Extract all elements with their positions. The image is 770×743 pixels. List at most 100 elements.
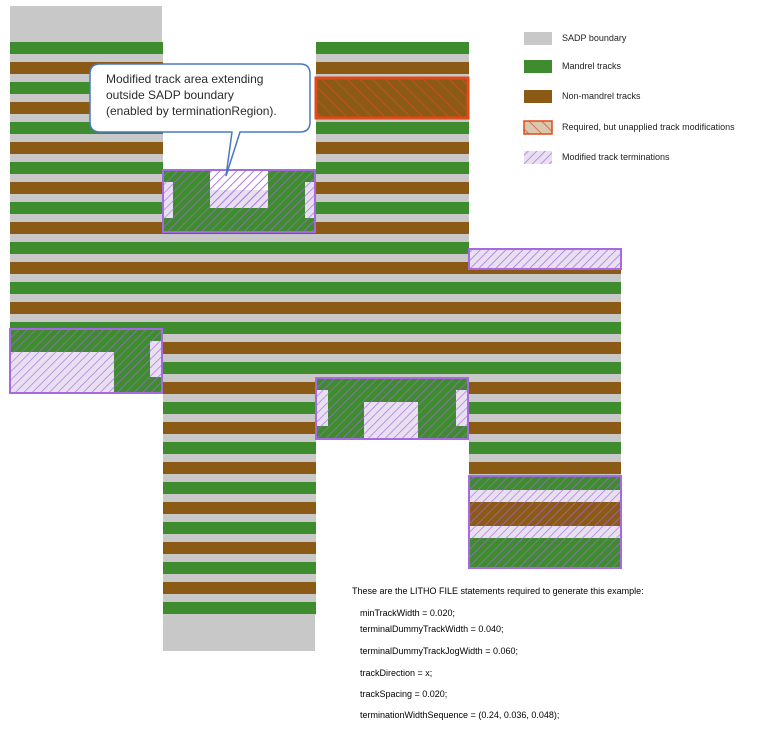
legend-swatch-termination [524,151,552,164]
track-gap [163,574,316,582]
track-gap [10,74,163,82]
track-gap [316,154,469,162]
non-mandrel-track [163,502,316,514]
mandrel-track [469,442,621,454]
track-gap [163,394,316,402]
mandrel-track [10,249,621,254]
callout-line-3: (enabled by terminationRegion). [106,104,277,118]
track-gap [469,434,621,442]
callout-text: Modified track area extending outside SA… [106,71,306,119]
track-gap [469,454,621,462]
termination-region-c [9,328,163,394]
non-mandrel-track [316,62,469,74]
track-gap [10,114,163,122]
termination-region-d [315,377,469,440]
track-gap [163,554,316,562]
litho-statement-4: trackDirection = x; [360,668,433,678]
legend-swatch-nonmandrel [524,90,552,103]
non-mandrel-track [163,342,621,354]
mandrel-track [10,162,163,170]
track-gap [163,534,316,542]
mandrel-track [163,522,316,534]
termination-region-a [162,169,316,233]
mandrel-track [10,242,469,249]
callout-bubble [89,63,311,177]
track-gap [163,514,316,522]
track-gap [10,154,163,162]
sadp-boundary-top [10,6,162,42]
legend-label-nonmandrel: Non-mandrel tracks [562,91,641,101]
mandrel-track [316,42,469,54]
mandrel-track [10,282,621,294]
track-gap [163,354,621,362]
non-mandrel-track [163,582,316,594]
track-gap [469,378,621,382]
legend-label-mandrel: Mandrel tracks [562,61,622,71]
track-gap [163,594,316,602]
non-mandrel-track [469,422,621,434]
track-gap [10,94,163,102]
mandrel-track [163,442,316,454]
legend-swatch-unapplied [523,120,553,135]
mandrel-track [10,322,621,329]
litho-statement-6: terminationWidthSequence = (0.24, 0.036,… [360,710,560,720]
track-gap [163,474,316,476]
mandrel-track [469,402,621,414]
track-region [10,42,621,615]
callout-line-1: Modified track area extending [106,72,264,86]
non-mandrel-track [316,142,469,154]
legend-swatch-mandrel [524,60,552,73]
track-gap [163,494,316,502]
track-gap [10,54,163,62]
litho-statement-1: minTrackWidth = 0.020; [360,608,455,618]
track-gap [10,314,621,322]
mandrel-track [163,562,316,574]
legend-label-unapplied: Required, but unapplied track modificati… [562,122,735,132]
unapplied-modification [314,76,470,120]
litho-statement-5: trackSpacing = 0.020; [360,689,448,699]
mandrel-track [316,162,469,170]
mandrel-track [163,362,621,374]
track-gap [10,234,469,242]
non-mandrel-track [163,382,316,394]
legend-label-sadp: SADP boundary [562,33,627,43]
litho-intro: These are the LITHO FILE statements requ… [352,586,644,596]
track-gap [163,614,316,615]
litho-statement-2: terminalDummyTrackWidth = 0.040; [360,624,504,634]
track-gap [163,378,316,382]
legend [523,32,553,164]
track-gap [316,134,469,142]
non-mandrel-track [163,422,316,434]
termination-region-b [468,248,622,270]
track-gap [10,254,621,262]
track-gap [163,454,316,462]
track-gap [10,294,621,302]
non-mandrel-track [163,462,316,474]
track-gap [10,274,621,282]
termination-region-e [468,475,622,569]
mandrel-track [316,122,469,134]
track-gap [469,394,621,402]
callout-line-2: outside SADP boundary [106,88,234,102]
non-mandrel-track [163,542,316,554]
mandrel-track [163,329,621,334]
track-gap [163,334,621,342]
track-gap [469,414,621,422]
track-gap [316,54,469,62]
non-mandrel-track [469,382,621,394]
legend-swatch-sadp [524,32,552,45]
mandrel-track [10,42,163,54]
mandrel-track [163,482,316,494]
sadp-boundary-bottom [163,615,315,651]
track-gap [163,434,316,442]
track-gap [163,414,316,422]
litho-statement-3: terminalDummyTrackJogWidth = 0.060; [360,646,518,656]
track-gap [163,374,621,378]
non-mandrel-track [469,462,621,474]
non-mandrel-track [10,142,163,154]
non-mandrel-track [10,302,621,314]
mandrel-track [163,602,316,614]
mandrel-track [163,402,316,414]
track-gap [10,134,163,142]
